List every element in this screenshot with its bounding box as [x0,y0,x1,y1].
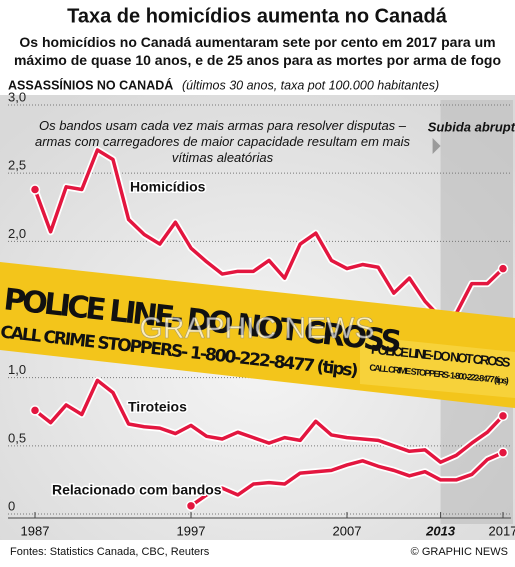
credit: © GRAPHIC NEWS [411,546,508,558]
y-tick-label: 0 [8,498,15,513]
watermark: GRAPHIC NEWS [139,312,374,345]
end-dot [185,500,197,512]
end-dot [29,405,41,416]
y-tick-label: 2,5 [8,158,26,173]
series-label: Homicídios [130,179,206,195]
x-tick-label: 1997 [177,523,206,538]
annotation: Os bandos usam cada vez mais armas para … [35,118,410,165]
highlight-label: Subida abrupta [428,119,515,134]
series-line [33,378,505,464]
y-tick-label: 3,0 [8,89,26,104]
y-tick-label: 1,0 [8,362,26,377]
series-line [33,148,505,320]
chart-subtitle: Os homicídios no Canadá aumentaram sete … [13,34,502,68]
x-tick-label: 2017 [489,523,515,538]
y-tick-label: 0,5 [8,430,26,445]
x-tick-label: 1987 [21,523,50,538]
end-dot [497,447,509,458]
x-tick-label: 2013 [425,523,456,538]
end-dot [29,184,41,195]
source: Fontes: Statistics Canada, CBC, Reuters [10,546,210,558]
end-dot [497,410,509,422]
annotation-box: Os bandos usam cada vez mais armas para … [35,118,410,165]
series-line [189,451,504,508]
highlight-arrow [432,138,441,154]
subtitle-box: Os homicídios no Canadá aumentaram sete … [13,34,502,68]
series-label: Tiroteios [128,399,187,415]
axis-heading: ASSASSÍNIOS NO CANADÁ [8,77,173,92]
end-dot [497,263,509,274]
series-label: Relacionado com bandos [52,482,222,498]
chart-title: Taxa de homicídios aumenta no Canadá [67,5,448,27]
y-tick-label: 2,0 [8,226,26,241]
axis-note: (últimos 30 anos, taxa pot 100.000 habit… [182,78,439,92]
police-tape [360,336,515,398]
x-tick-label: 2007 [333,523,362,538]
